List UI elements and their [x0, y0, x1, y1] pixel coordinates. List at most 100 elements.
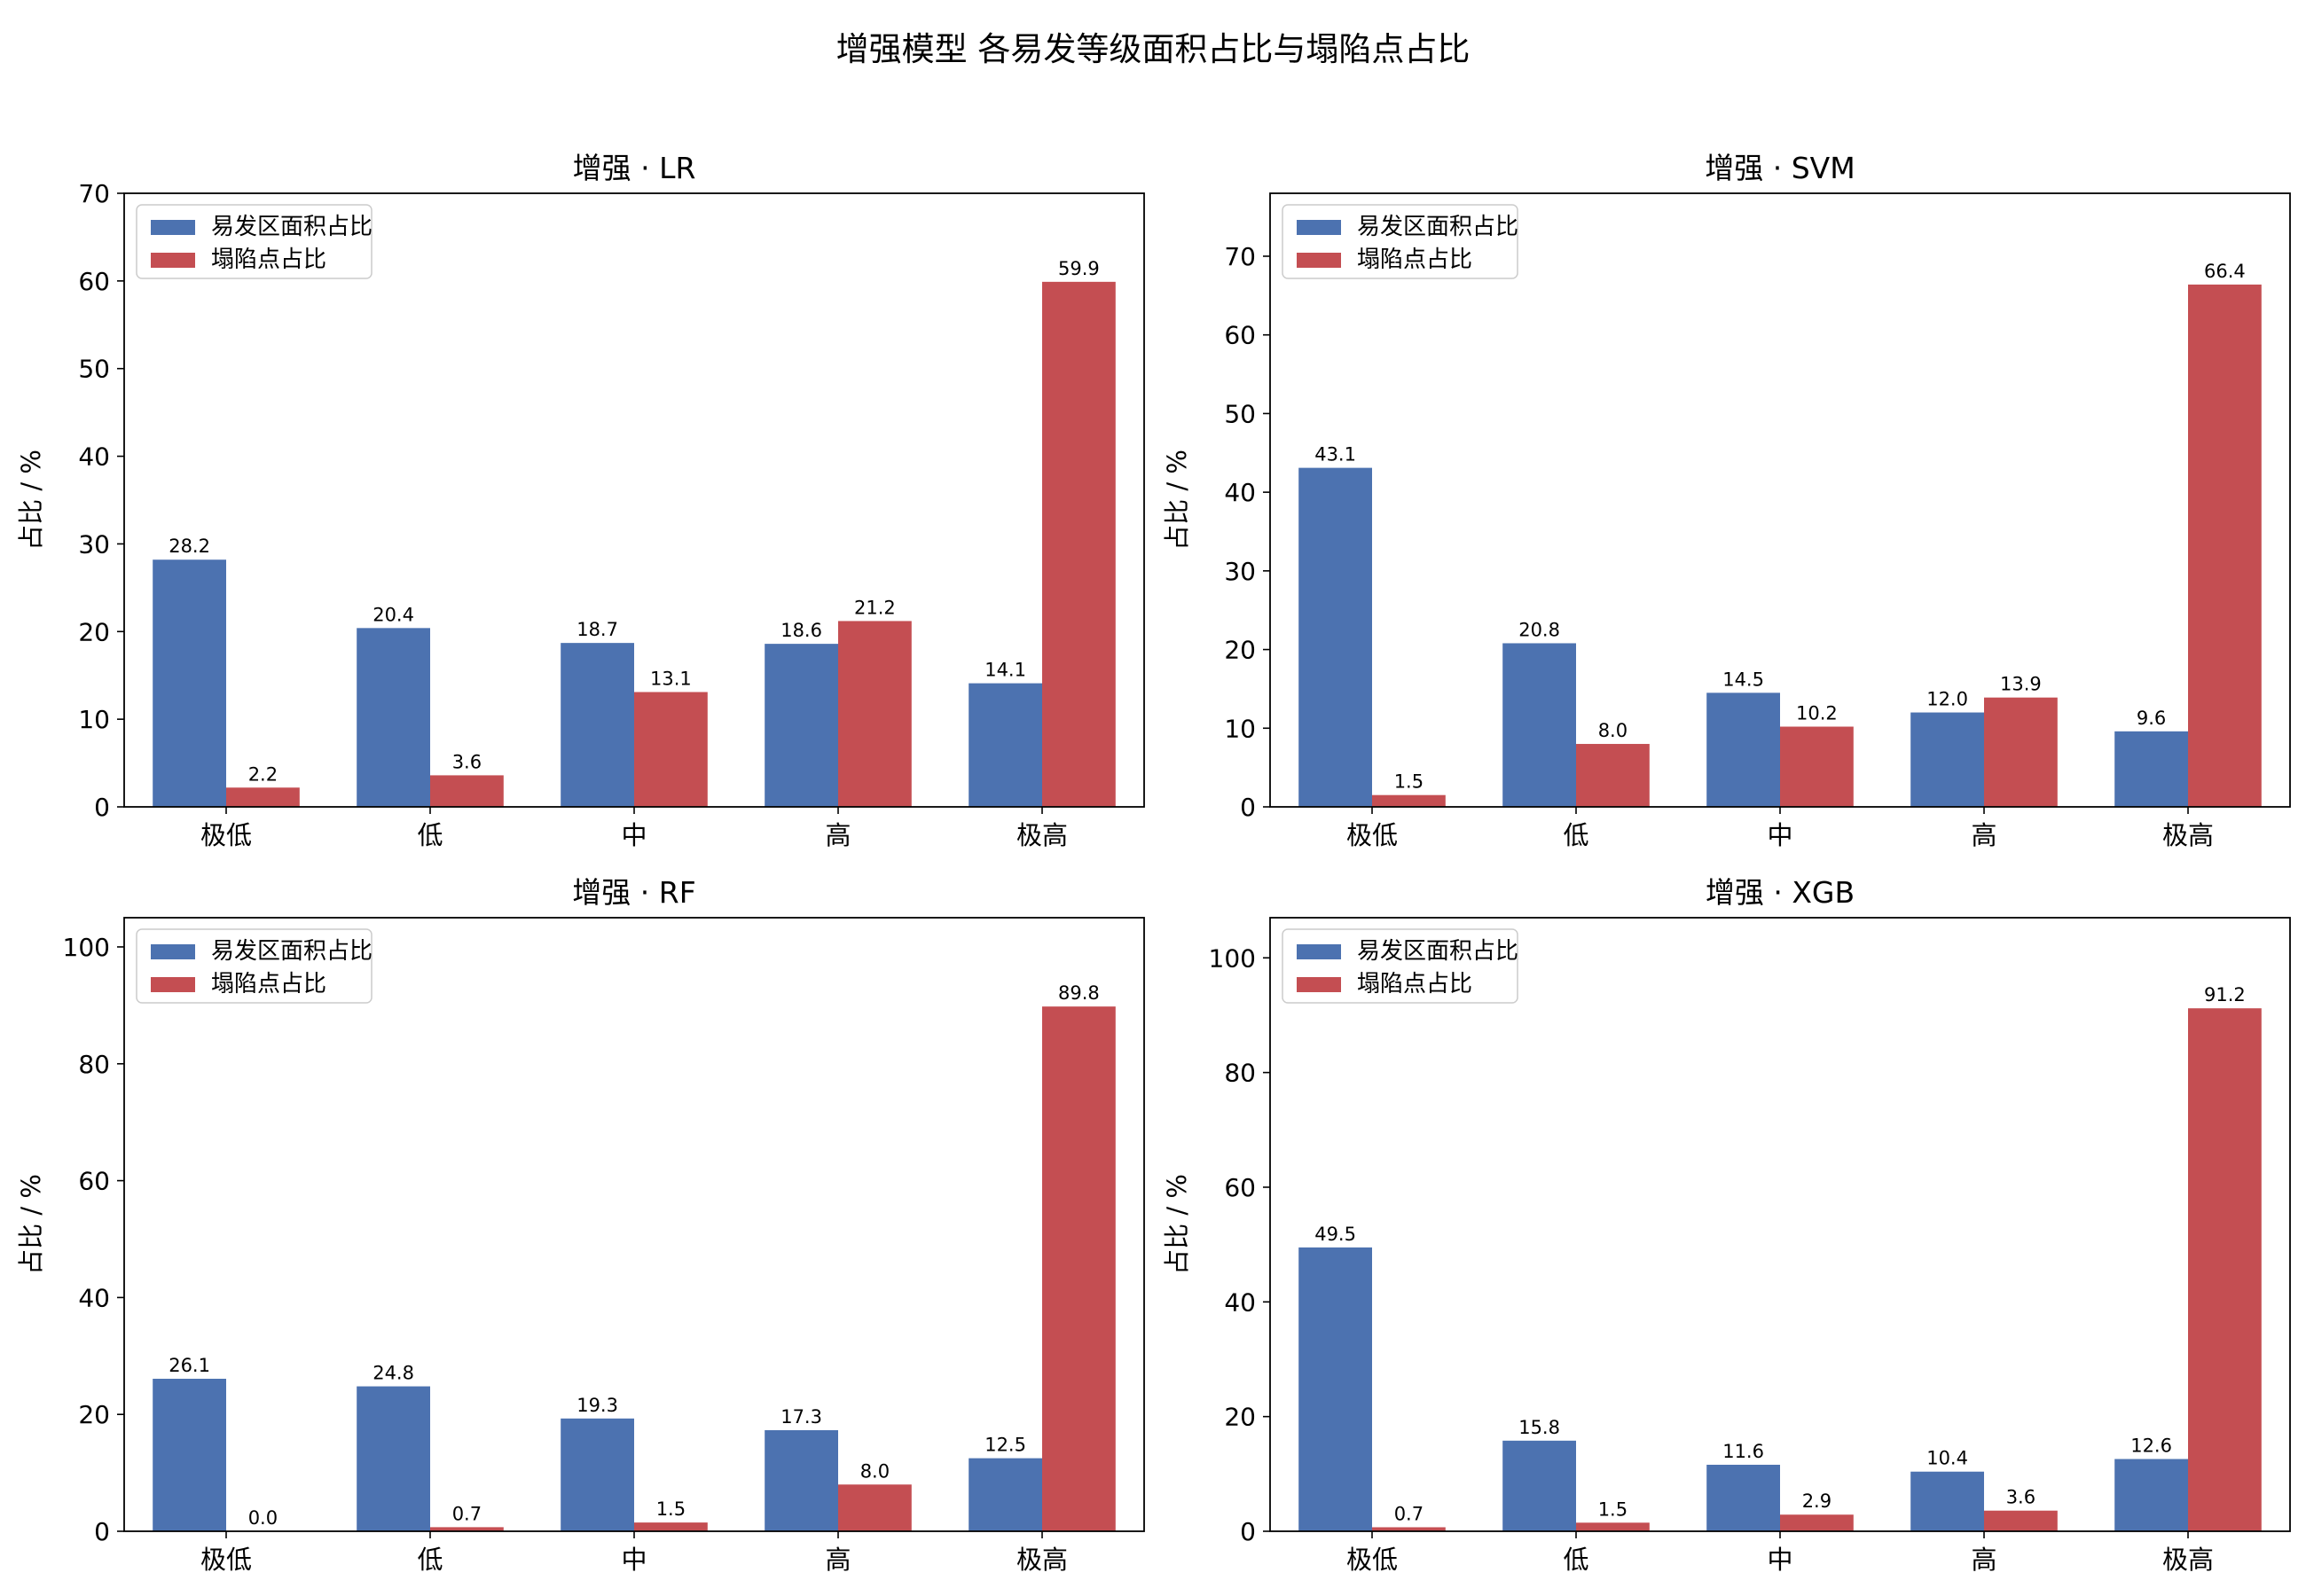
data-label: 14.5	[1722, 669, 1764, 690]
legend-box	[1282, 204, 1518, 279]
bar-area	[1298, 467, 1372, 807]
data-label: 49.5	[1314, 1224, 1356, 1245]
y-tick-label: 40	[78, 1283, 110, 1312]
y-tick-label: 60	[78, 267, 110, 296]
axes-frame	[123, 917, 1145, 1532]
x-tick-label: 中	[1767, 1545, 1792, 1575]
bar-points	[1372, 1527, 1446, 1531]
x-tick-label: 高	[1971, 820, 1996, 850]
y-tick-label: 70	[78, 179, 110, 208]
x-tick-label: 低	[417, 820, 443, 850]
x-tick-label: 中	[621, 1545, 647, 1575]
bar-area	[357, 628, 430, 807]
x-tick-label: 中	[621, 820, 647, 850]
legend-swatch-area	[151, 220, 195, 235]
x-tick-label: 极低	[1346, 820, 1398, 850]
data-label: 3.6	[452, 751, 482, 772]
x-tick-label: 高	[825, 820, 851, 850]
bar-area	[1502, 1440, 1576, 1531]
legend-swatch-area	[151, 944, 195, 959]
bar-points	[838, 621, 912, 807]
subplots: 增强 · LR 0 10 20 30 40 50 60 70 占比 / % 28.2 2.2 极低 20.…	[16, 151, 2291, 1575]
data-label: 1.5	[1394, 771, 1424, 793]
y-tick-label: 20	[1224, 1403, 1256, 1432]
y-tick-label: 40	[78, 442, 110, 472]
data-label: 11.6	[1722, 1441, 1764, 1462]
y-tick-label: 60	[1224, 1173, 1256, 1202]
y-tick-label: 0	[1240, 1517, 1256, 1546]
legend-label: 塌陷点占比	[1357, 246, 1472, 273]
data-label: 2.2	[248, 763, 278, 785]
bar-area	[969, 683, 1042, 807]
y-tick-label: 30	[78, 529, 110, 559]
subplot-1: 增强 · LR 0 10 20 30 40 50 60 70 占比 / % 28.2 2.2 极低 20.…	[16, 151, 1145, 850]
bar-points	[838, 1484, 912, 1531]
x-tick-label: 低	[417, 1545, 443, 1575]
bar-area	[1706, 692, 1780, 807]
bar-points	[1780, 726, 1854, 807]
y-tick-label: 70	[1224, 242, 1256, 271]
legend-label: 塌陷点占比	[1357, 971, 1472, 998]
bar-area	[1910, 712, 1984, 807]
subplot-title: 增强 · XGB	[1706, 875, 1855, 910]
data-label: 24.8	[373, 1363, 414, 1384]
subplot-title: 增强 · SVM	[1705, 151, 1855, 185]
legend-swatch-area	[1297, 944, 1341, 959]
y-tick-label: 50	[78, 355, 110, 384]
x-tick-label: 极高	[2162, 820, 2214, 850]
x-tick-label: 极高	[2162, 1545, 2214, 1575]
y-tick-label: 60	[78, 1167, 110, 1196]
data-label: 15.8	[1518, 1417, 1560, 1438]
data-label: 20.8	[1518, 619, 1560, 640]
bar-area	[1502, 643, 1576, 807]
data-label: 91.2	[2204, 984, 2246, 1005]
data-label: 13.1	[650, 668, 692, 689]
data-label: 18.6	[780, 620, 822, 641]
data-label: 17.3	[780, 1406, 822, 1428]
y-tick-label: 30	[1224, 557, 1256, 586]
x-tick-label: 低	[1563, 1545, 1588, 1575]
data-label: 28.2	[169, 536, 210, 557]
bar-area	[357, 1386, 430, 1531]
data-label: 43.1	[1314, 444, 1356, 466]
bar-area	[969, 1458, 1042, 1531]
data-label: 2.9	[1802, 1490, 1831, 1512]
bar-points	[2188, 1008, 2262, 1531]
data-label: 10.4	[1926, 1448, 1968, 1469]
bar-points	[1576, 1522, 1650, 1531]
x-tick-label: 高	[1971, 1545, 1996, 1575]
subplot-title: 增强 · LR	[573, 151, 696, 185]
bar-area	[561, 643, 634, 807]
legend-label: 易发区面积占比	[1357, 938, 1518, 965]
data-label: 66.4	[2204, 261, 2246, 282]
data-label: 8.0	[1598, 720, 1628, 741]
legend-label: 易发区面积占比	[1357, 214, 1518, 240]
data-label: 59.9	[1058, 258, 1100, 279]
y-tick-label: 10	[1224, 714, 1256, 743]
data-label: 10.2	[1796, 703, 1838, 724]
subplot-title: 增强 · RF	[572, 875, 695, 910]
bar-area	[2114, 1459, 2188, 1531]
legend-swatch-points	[1297, 253, 1341, 268]
legend-box	[136, 928, 373, 1004]
bar-area	[1298, 1247, 1372, 1531]
axes-frame	[123, 192, 1145, 808]
x-tick-label: 中	[1767, 820, 1792, 850]
y-tick-label: 0	[1240, 793, 1256, 822]
bar-points	[2188, 284, 2262, 807]
bar-area	[765, 644, 838, 807]
data-label: 0.7	[452, 1503, 482, 1524]
data-label: 18.7	[576, 619, 618, 640]
legend-swatch-points	[1297, 977, 1341, 992]
subplot-3: 增强 · RF 0 20 40 60 80 100 占比 / % 26.1 0.0 极低 24.8 0.…	[16, 875, 1145, 1575]
data-label: 1.5	[656, 1498, 686, 1520]
legend-label: 塌陷点占比	[211, 246, 326, 273]
subplot-4: 增强 · XGB 0 20 40 60 80 100 占比 / % 49.5 0.7 极低 15.8 1…	[1162, 875, 2291, 1575]
legend-box	[136, 204, 373, 279]
bar-points	[634, 1522, 708, 1531]
data-label: 20.4	[373, 604, 414, 625]
bar-points	[226, 787, 300, 807]
